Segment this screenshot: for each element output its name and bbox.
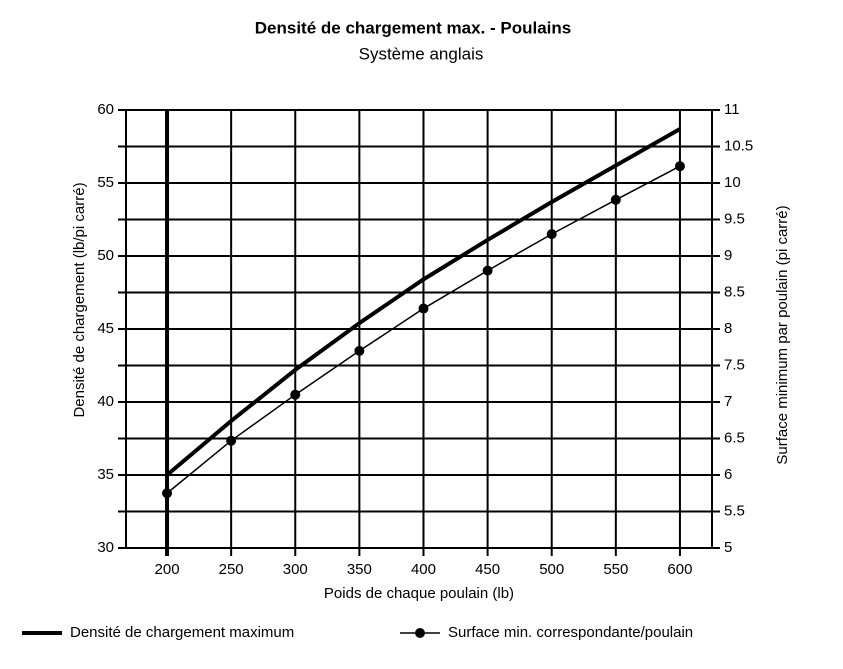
x-tick-label: 250: [219, 561, 244, 578]
y2-tick-label: 9: [724, 247, 732, 264]
x-tick-label: 400: [411, 561, 436, 578]
y-axis-label: Densité de chargement (lb/pi carré): [71, 182, 88, 417]
y2-tick-label: 7.5: [724, 356, 745, 373]
y2-tick-label: 8.5: [724, 283, 745, 300]
y2-tick-label: 9.5: [724, 210, 745, 227]
x-tick-label: 500: [539, 561, 564, 578]
y-tick-label: 35: [97, 466, 114, 483]
x-tick-label: 550: [603, 561, 628, 578]
y2-axis-label: Surface minimum par poulain (pi carré): [774, 205, 791, 464]
series-line: [165, 127, 681, 477]
legend-marker: [415, 628, 425, 638]
y-tick-label: 55: [97, 174, 114, 191]
marker: [290, 389, 301, 400]
y2-tick-label: 11: [724, 101, 740, 118]
y2-tick-label: 8: [724, 320, 732, 337]
x-axis-label: Poids de chaque poulain (lb): [324, 585, 514, 602]
y2-tick-label: 6.5: [724, 429, 745, 446]
x-tick-label: 600: [667, 561, 692, 578]
y2-tick-label: 10: [724, 174, 741, 191]
x-tick-label: 350: [347, 561, 372, 578]
chart-subtitle: Système anglais: [359, 44, 484, 63]
legend-label: Densité de chargement maximum: [70, 624, 294, 641]
marker: [418, 303, 429, 314]
y2-tick-label: 6: [724, 466, 732, 483]
marker: [546, 229, 557, 240]
y2-tick-label: 7: [724, 393, 732, 410]
y-tick-label: 45: [97, 320, 114, 337]
y-tick-label: 30: [97, 539, 114, 556]
y2-tick-label: 5.5: [724, 502, 745, 519]
marker: [610, 194, 621, 205]
x-tick-label: 200: [155, 561, 180, 578]
marker: [226, 435, 237, 446]
marker: [162, 488, 173, 499]
x-tick-label: 300: [283, 561, 308, 578]
y-tick-label: 50: [97, 247, 114, 264]
marker: [482, 265, 493, 276]
y2-tick-label: 5: [724, 539, 732, 556]
legend-label: Surface min. correspondante/poulain: [448, 624, 693, 641]
x-tick-label: 450: [475, 561, 500, 578]
y-tick-label: 40: [97, 393, 114, 410]
chart-title: Densité de chargement max. - Poulains: [255, 18, 571, 37]
y2-tick-label: 10.5: [724, 137, 753, 154]
y-tick-label: 60: [97, 101, 114, 118]
marker: [354, 345, 365, 356]
marker: [674, 161, 685, 172]
